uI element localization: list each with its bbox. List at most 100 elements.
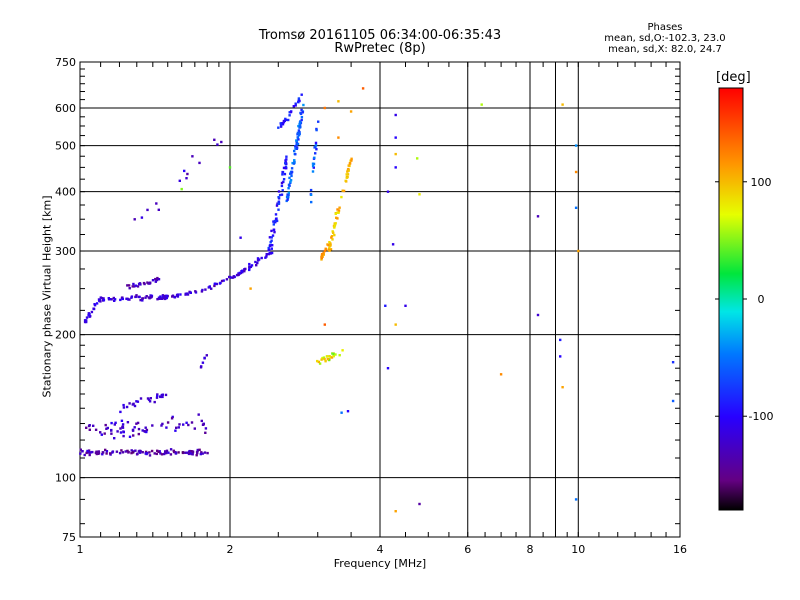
echo-point [345,176,348,179]
echo-point [418,193,421,196]
echo-point [155,452,158,456]
echo-point [185,421,188,424]
x-tick-label: 8 [527,543,534,556]
echo-point [201,361,205,364]
echo-point [254,260,257,264]
echo-point [184,292,187,295]
echo-point [309,188,313,192]
echo-point [128,287,131,290]
x-tick-label: 2 [227,543,234,556]
echo-point [320,358,323,361]
echo-point [394,113,397,117]
echo-point [295,143,298,147]
echo-point [561,386,564,389]
echo-point [329,248,333,251]
echo-point [244,267,247,271]
echo-point [172,450,176,454]
phases-legend-o-mode: mean, sd,O:-102.3, 23.0 [604,33,726,44]
echo-point [296,136,300,139]
echo-point [326,357,329,361]
echo-point [124,450,127,453]
echo-point [284,162,287,165]
echo-point [200,451,203,454]
echo-point [238,271,241,275]
echo-point [131,429,135,432]
echo-point [196,451,199,454]
echo-point [327,248,330,251]
echo-point [282,180,285,184]
echo-point [90,310,94,314]
echo-point [85,426,88,429]
echo-point [248,268,251,272]
echo-point [268,236,272,239]
echo-point [272,220,275,223]
echo-point [290,174,293,178]
echo-point [122,403,125,407]
echo-point [323,106,326,110]
echo-point [275,219,279,223]
echo-point [289,172,292,175]
echo-point [119,298,122,302]
echo-point [214,282,217,285]
echo-point [271,234,275,237]
echo-point [125,405,129,409]
echo-point [110,298,113,301]
echo-point [134,284,137,287]
echo-point [127,451,130,454]
echo-point [166,421,170,424]
echo-point [105,452,108,455]
echo-point [165,451,168,455]
echo-point [153,452,156,455]
echo-point [116,430,119,433]
echo-point [274,213,278,216]
echo-point [188,450,191,453]
echo-point [315,148,318,151]
echo-point [325,355,329,358]
echo-point [314,152,317,155]
echo-point [157,450,160,453]
echo-point [186,292,189,295]
echo-point [110,421,113,425]
echo-point [349,110,353,113]
echo-point [315,128,318,132]
echo-point [264,256,267,259]
echo-point [320,254,324,257]
echo-point [283,172,287,176]
echo-point [121,423,125,426]
echo-point [89,451,92,454]
echo-point [88,451,91,454]
echo-point [175,426,178,429]
echo-point [185,451,188,454]
colorbar-unit-label: [deg] [716,70,751,85]
echo-point [145,428,149,432]
echo-point [296,133,299,136]
echo-point [205,354,208,357]
echo-point [342,189,346,193]
echo-point [344,179,347,183]
echo-point [119,410,122,414]
echo-point [282,178,286,181]
echo-point [274,217,278,221]
echo-point [133,285,136,288]
echo-point [287,187,290,190]
echo-point [230,276,233,279]
echo-point [278,193,282,197]
echo-point [290,172,293,175]
echo-point [105,450,109,453]
echo-point [178,179,181,182]
x-tick-label: 4 [377,543,384,556]
echo-point [146,208,149,212]
echo-point [288,176,291,180]
echo-point [333,233,336,237]
echo-point [220,140,223,144]
echo-point [128,298,131,301]
echo-point [186,172,189,176]
echo-point [267,246,270,250]
echo-point [157,278,161,281]
echo-point [150,449,154,453]
echo-point [136,421,140,425]
echo-point [154,280,157,283]
echo-point [280,181,284,185]
echo-point [220,279,224,283]
echo-point [110,432,113,435]
